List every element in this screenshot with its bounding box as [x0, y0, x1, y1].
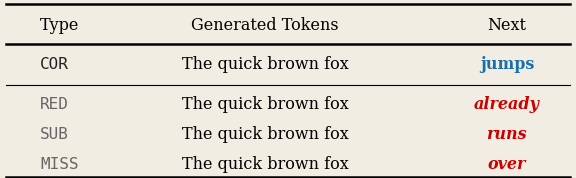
Text: MISS: MISS	[40, 157, 79, 172]
Text: jumps: jumps	[480, 56, 534, 74]
Text: SUB: SUB	[40, 127, 69, 142]
Text: The quick brown fox: The quick brown fox	[181, 96, 348, 113]
Text: Type: Type	[40, 17, 79, 34]
Text: The quick brown fox: The quick brown fox	[181, 126, 348, 143]
Text: runs: runs	[487, 126, 527, 143]
Text: Next: Next	[487, 17, 526, 34]
Text: COR: COR	[40, 57, 69, 72]
Text: Generated Tokens: Generated Tokens	[191, 17, 339, 34]
Text: The quick brown fox: The quick brown fox	[181, 156, 348, 173]
Text: over: over	[488, 156, 526, 173]
Text: already: already	[474, 96, 540, 113]
Text: RED: RED	[40, 97, 69, 112]
Text: The quick brown fox: The quick brown fox	[181, 56, 348, 74]
